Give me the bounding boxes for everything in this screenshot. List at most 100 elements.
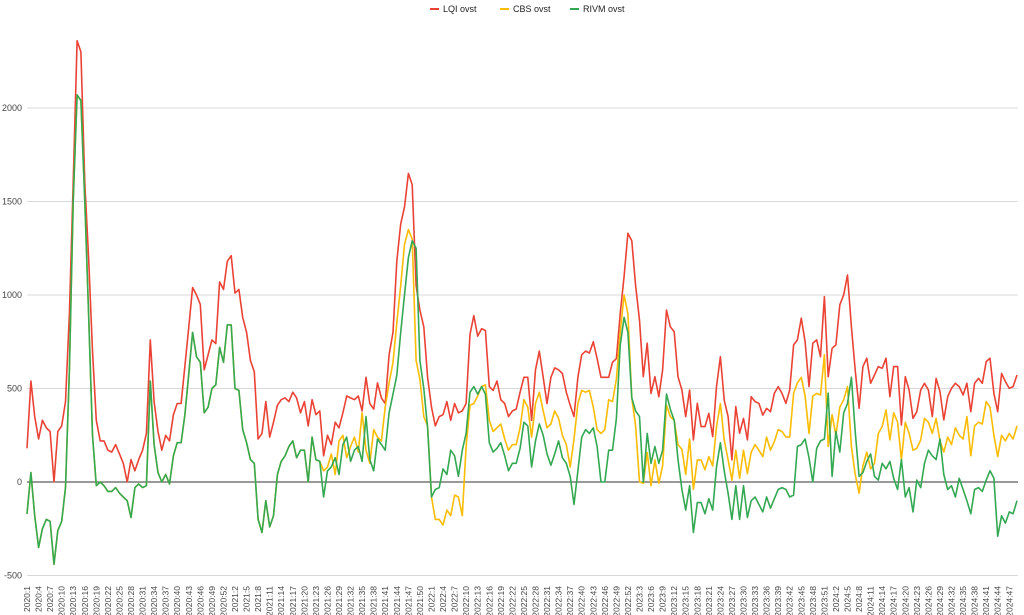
x-tick-label: 2020:1 <box>22 586 32 612</box>
x-tick-label: 2020:28 <box>126 586 136 615</box>
x-tick-label: 2021:38 <box>369 586 379 615</box>
x-tick-label: 2024:29 <box>935 586 945 615</box>
series-line-rivm-ovst <box>26 94 1018 566</box>
x-tick-label: 2023:18 <box>692 586 702 615</box>
x-tick-label: 2024:23 <box>912 586 922 615</box>
x-tick-label: 2023:3 <box>634 586 644 612</box>
x-tick-label: 2022:46 <box>600 586 610 615</box>
x-tick-label: 2024:35 <box>958 586 968 615</box>
x-tick-label: 2020:7 <box>45 586 55 612</box>
legend-item[interactable]: CBS ovst <box>500 4 551 14</box>
x-tick-label: 2023:45 <box>796 586 806 615</box>
legend-item[interactable]: LQI ovst <box>430 4 477 14</box>
x-tick-label: 2021:2 <box>230 586 240 612</box>
x-tick-label: 2023:9 <box>658 586 668 612</box>
x-tick-label: 2023:21 <box>704 586 714 615</box>
x-tick-label: 2021:5 <box>242 586 252 612</box>
series-lines <box>26 39 1018 566</box>
x-tick-label: 2020:16 <box>80 586 90 615</box>
y-tick-label: 1500 <box>2 197 22 207</box>
x-tick-label: 2024:38 <box>970 586 980 615</box>
x-tick-label: 2024:47 <box>1004 586 1014 615</box>
legend-item[interactable]: RIVM ovst <box>570 4 625 14</box>
x-tick-label: 2021:35 <box>357 586 367 615</box>
series-line-cbs-ovst <box>26 94 1018 566</box>
x-tick-label: 2020:40 <box>172 586 182 615</box>
y-tick-label: 500 <box>7 384 22 394</box>
x-tick-label: 2023:30 <box>738 586 748 615</box>
x-tick-label: 2023:15 <box>681 586 691 615</box>
x-tick-label: 2020:43 <box>184 586 194 615</box>
x-tick-label: 2024:20 <box>900 586 910 615</box>
x-tick-label: 2022:16 <box>484 586 494 615</box>
x-tick-label: 2024:41 <box>981 586 991 615</box>
x-tick-label: 2022:10 <box>461 586 471 615</box>
x-tick-label: 2021:11 <box>265 586 275 615</box>
x-tick-label: 2024:5 <box>843 586 853 612</box>
x-tick-label: 2024:26 <box>923 586 933 615</box>
x-tick-label: 2021:14 <box>276 586 286 615</box>
x-tick-label: 2022:40 <box>577 586 587 615</box>
x-tick-label: 2020:19 <box>91 586 101 615</box>
x-tick-label: 2020:4 <box>34 586 44 612</box>
x-tick-label: 2022:34 <box>554 586 564 615</box>
x-tick-label: 2020:52 <box>218 586 228 615</box>
x-tick-label: 2021:32 <box>346 586 356 615</box>
x-tick-label: 2021:47 <box>403 586 413 615</box>
x-tick-label: 2024:32 <box>947 586 957 615</box>
y-tick-label: 1000 <box>2 290 22 300</box>
legend-label: LQI ovst <box>443 4 477 14</box>
x-tick-label: 2022:31 <box>542 586 552 615</box>
x-tick-label: 2020:25 <box>114 586 124 615</box>
x-tick-label: 2022:19 <box>496 586 506 615</box>
series-line-lqi-ovst <box>26 39 1018 483</box>
x-axis-labels: 2020:1 2020:4 2020:7 2020:10 2020:13 2020:16 2… <box>22 586 1014 615</box>
x-tick-label: 2022:37 <box>565 586 575 615</box>
x-tick-label: 2021:29 <box>334 586 344 615</box>
x-tick-label: 2023:39 <box>773 586 783 615</box>
legend: LQI ovst CBS ovst RIVM ovst <box>430 4 625 14</box>
x-tick-label: 2022:43 <box>588 586 598 615</box>
x-tick-label: 2024:17 <box>889 586 899 615</box>
legend-label: CBS ovst <box>513 4 551 14</box>
x-tick-label: 2022:1 <box>426 586 436 612</box>
x-tick-label: 2020:37 <box>161 586 171 615</box>
x-tick-label: 2021:26 <box>322 586 332 615</box>
x-tick-label: 2023:6 <box>646 586 656 612</box>
x-tick-label: 2021:41 <box>380 586 390 615</box>
x-tick-label: 2021:44 <box>392 586 402 615</box>
x-tick-label: 2021:50 <box>415 586 425 615</box>
x-tick-label: 2022:7 <box>450 586 460 612</box>
x-tick-label: 2020:34 <box>149 586 159 615</box>
x-tick-label: 2024:11 <box>866 586 876 615</box>
x-tick-label: 2021:8 <box>253 586 263 612</box>
x-tick-label: 2022:13 <box>473 586 483 615</box>
x-tick-label: 2022:25 <box>519 586 529 615</box>
x-tick-label: 2023:51 <box>819 586 829 615</box>
x-tick-label: 2024:2 <box>831 586 841 612</box>
x-tick-label: 2021:20 <box>299 586 309 615</box>
x-tick-label: 2020:31 <box>138 586 148 615</box>
x-tick-label: 2020:46 <box>195 586 205 615</box>
x-tick-label: 2023:42 <box>785 586 795 615</box>
x-tick-label: 2020:13 <box>68 586 78 615</box>
x-tick-label: 2024:44 <box>993 586 1003 615</box>
x-tick-label: 2020:49 <box>207 586 217 615</box>
gridlines <box>27 107 1018 576</box>
x-tick-label: 2022:52 <box>623 586 633 615</box>
x-tick-label: 2020:10 <box>57 586 67 615</box>
x-tick-label: 2021:23 <box>311 586 321 615</box>
x-tick-label: 2023:27 <box>727 586 737 615</box>
x-tick-label: 2022:49 <box>611 586 621 615</box>
x-tick-label: 2021:17 <box>288 586 298 615</box>
x-tick-label: 2022:22 <box>507 586 517 615</box>
x-tick-label: 2023:33 <box>750 586 760 615</box>
x-tick-label: 2022:28 <box>530 586 540 615</box>
y-axis-labels: 2000 1500 1000 500 0 -500 <box>2 103 22 581</box>
x-tick-label: 2022:4 <box>438 586 448 612</box>
x-tick-label: 2024:14 <box>877 586 887 615</box>
x-tick-label: 2023:48 <box>808 586 818 615</box>
x-tick-label: 2023:36 <box>762 586 772 615</box>
y-tick-label: 2000 <box>2 103 22 113</box>
